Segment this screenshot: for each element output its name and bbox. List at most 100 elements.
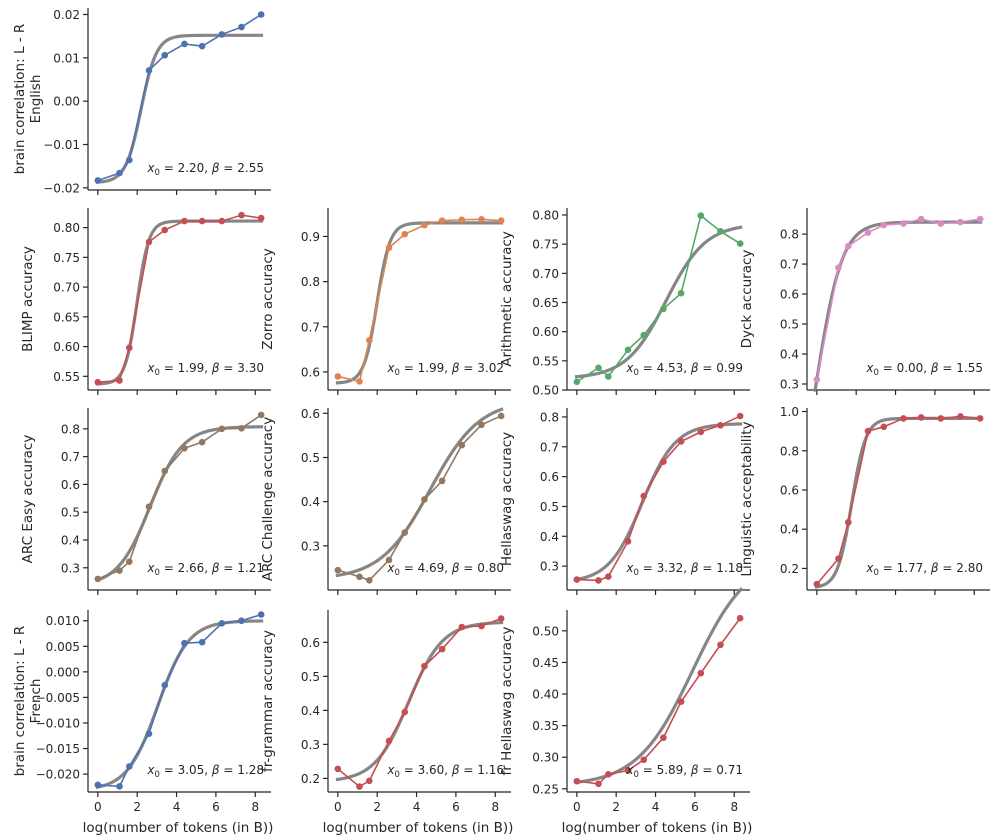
y-tick-label: 0.3 xyxy=(540,560,559,574)
sigmoid-fit-line xyxy=(574,587,744,785)
data-point xyxy=(181,217,188,225)
data-point xyxy=(356,573,363,581)
fit-parameters-annotation: x0 = 0.00, β = 1.55 xyxy=(865,361,983,378)
beta-value: = 1.55 xyxy=(939,361,983,375)
data-point xyxy=(161,467,169,475)
data-point xyxy=(624,538,632,545)
beta-value: = 2.55 xyxy=(220,161,264,175)
x0-subscript: 0 xyxy=(154,168,159,178)
data-point xyxy=(937,415,945,422)
x-tick-label: 8 xyxy=(491,800,499,814)
data-series-line xyxy=(337,415,502,582)
y-tick-label: 0.6 xyxy=(301,407,320,421)
x0-value: = 4.69, xyxy=(400,561,452,575)
subplot-arc-challenge-accuracy: 0.3 0.4 0.5 0.6 ARC Challenge accuracy x0 = 4… xyxy=(260,407,511,595)
data-point xyxy=(835,555,842,562)
data-point xyxy=(976,415,984,422)
data-series-line xyxy=(816,415,981,585)
y-axis-label-line: fr-grammar accuracy xyxy=(260,630,276,772)
data-point xyxy=(605,573,612,580)
data-point xyxy=(573,576,581,583)
data-point xyxy=(356,378,363,385)
y-tick-label: 0.00 xyxy=(53,95,80,109)
beta-value: = 1.21 xyxy=(220,561,264,575)
x-tick-label: 2 xyxy=(373,800,381,814)
data-point xyxy=(736,614,744,622)
x0-value: = 2.20, xyxy=(160,161,212,175)
data-point xyxy=(145,67,153,74)
x0-symbol: x xyxy=(386,361,395,375)
fit-parameters-annotation: x0 = 1.99, β = 3.30 xyxy=(146,361,264,378)
data-point xyxy=(640,756,648,764)
data-point xyxy=(497,217,505,224)
data-point xyxy=(385,244,393,252)
x0-subscript: 0 xyxy=(633,568,638,578)
y-tick-label: 0.70 xyxy=(532,267,559,281)
data-point xyxy=(717,422,724,429)
x0-subscript: 0 xyxy=(633,368,638,378)
y-axis-label-line: ARC Easy accuracy xyxy=(20,435,36,564)
sigmoid-fit-line xyxy=(95,425,264,583)
subplot-blimp-accuracy: 0.55 0.60 0.65 0.70 0.75 0.80 BLIMP accuracy x0… xyxy=(20,208,271,395)
beta-value: = 0.71 xyxy=(699,763,743,777)
data-point xyxy=(845,242,852,250)
sigmoid-fit-line xyxy=(814,416,983,589)
data-series-line xyxy=(97,13,262,182)
beta-value: = 0.99 xyxy=(699,361,743,375)
fit-parameters-annotation: x0 = 3.05, β = 1.28 xyxy=(146,763,264,780)
data-point xyxy=(595,577,602,584)
y-tick-label: 0.75 xyxy=(53,251,80,265)
y-tick-label: 0.8 xyxy=(780,228,799,242)
x0-value: = 5.89, xyxy=(639,763,691,777)
subplot-grid: −0.02 −0.01 0.00 0.01 0.02 brain correlation:… xyxy=(12,8,990,814)
y-tick-label: 0.8 xyxy=(61,422,80,436)
data-series-line xyxy=(576,415,741,582)
y-tick-label: 0.25 xyxy=(532,782,559,796)
y-tick-label: −0.010 xyxy=(36,716,80,730)
data-point xyxy=(497,412,505,420)
x0-value: = 1.99, xyxy=(400,361,452,375)
data-series-line xyxy=(337,617,502,788)
data-point xyxy=(573,378,581,386)
x0-symbol: x xyxy=(146,361,155,375)
y-tick-label: −0.020 xyxy=(36,768,80,782)
y-axis-label-line: ARC Challenge accuracy xyxy=(260,417,276,581)
data-point xyxy=(334,566,342,574)
y-axis-label: Dyck accuracy xyxy=(739,250,755,349)
x0-symbol: x xyxy=(865,561,874,575)
y-tick-label: 0.80 xyxy=(532,209,559,223)
y-axis-label: BLIMP accuracy xyxy=(20,246,36,352)
y-tick-label: 0.5 xyxy=(61,506,80,520)
data-point xyxy=(181,40,188,48)
x0-symbol: x xyxy=(146,161,155,175)
data-point xyxy=(238,23,245,31)
x0-subscript: 0 xyxy=(633,770,638,780)
x0-value: = 1.99, xyxy=(160,361,212,375)
data-point xyxy=(126,344,133,352)
y-tick-label: 0.000 xyxy=(46,665,80,679)
beta-symbol: β xyxy=(211,161,220,175)
y-tick-label: 0.80 xyxy=(53,221,80,235)
data-point xyxy=(677,289,685,297)
data-point xyxy=(864,229,872,236)
y-axis-label: brain correlation: L - REnglish xyxy=(12,24,44,175)
data-point xyxy=(198,42,206,50)
sigmoid-fit-line xyxy=(335,620,504,782)
y-tick-label: 0.45 xyxy=(532,656,559,670)
data-point xyxy=(385,737,393,745)
data-point xyxy=(218,425,226,433)
beta-symbol: β xyxy=(451,763,460,777)
x0-subscript: 0 xyxy=(394,770,399,780)
data-point xyxy=(438,645,446,653)
y-tick-label: 0.7 xyxy=(61,450,80,464)
data-point xyxy=(94,781,102,789)
y-tick-label: 0.010 xyxy=(46,614,80,628)
sigmoid-fit-line xyxy=(574,225,743,379)
x0-value: = 3.05, xyxy=(160,763,212,777)
y-tick-label: 0.30 xyxy=(532,751,559,765)
data-point xyxy=(257,11,265,18)
y-tick-label: 0.3 xyxy=(301,539,320,553)
data-point xyxy=(161,51,169,59)
beta-value: = 0.80 xyxy=(460,561,504,575)
beta-symbol: β xyxy=(451,561,460,575)
